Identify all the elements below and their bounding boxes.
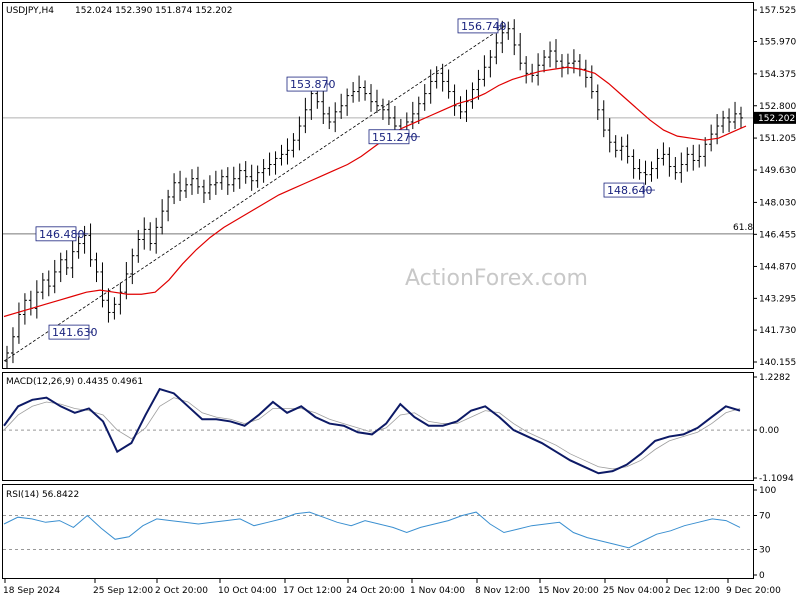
macd-plot: 1.2282 0.00 -1.1094 [3, 373, 794, 484]
macd-tick-label: 0.00 [759, 426, 779, 436]
fib-level-label: 61.8 [733, 223, 753, 233]
macd-title: MACD(12,26,9) 0.4435 0.4961 [6, 377, 143, 387]
macd-tick-label: -1.1094 [759, 474, 794, 484]
price-label-text: 151.270 [372, 131, 418, 144]
time-tick-label: 15 Nov 20:00 [538, 586, 599, 596]
price-tick-label: 152.800 [759, 102, 796, 112]
rsi-tick-label: 0 [759, 571, 765, 581]
price-tick-label: 154.375 [759, 70, 796, 80]
time-tick-label: 25 Nov 04:00 [603, 586, 664, 596]
price-labels: 156.740 153.870 151.270 148.640 146.480 141.6… [35, 18, 655, 340]
time-tick-label: 10 Oct 04:00 [218, 586, 277, 596]
macd-panel [2, 372, 754, 481]
price-axis: 157.525 155.970 154.375 152.800 151.205 149.6… [753, 6, 796, 368]
time-tick-label: 17 Oct 12:00 [283, 586, 342, 596]
price-label-text: 153.870 [290, 78, 336, 91]
price-label-text: 156.740 [461, 20, 507, 33]
ohlc-label: 152.024 152.390 151.874 152.202 [75, 6, 232, 16]
time-tick-label: 18 Sep 2024 [3, 586, 60, 596]
price-label-text: 146.480 [39, 228, 85, 241]
price-label-text: 148.640 [607, 184, 653, 197]
trendline [3, 25, 506, 362]
current-price-box [754, 111, 796, 124]
price-label-box [603, 182, 645, 198]
price-tick-label: 151.205 [759, 134, 796, 144]
macd-line [3, 387, 741, 475]
price-tick-label: 146.455 [759, 230, 796, 240]
macd-tick-label: 1.2282 [759, 373, 791, 383]
ma-line [3, 66, 747, 318]
time-tick-label: 2 Dec 12:00 [665, 586, 720, 596]
price-tick-label: 148.030 [759, 198, 796, 208]
price-label-box [35, 226, 77, 242]
rsi-tick-label: 70 [759, 512, 771, 522]
time-tick-label: 9 Dec 20:00 [726, 586, 781, 596]
rsi-title: RSI(14) 56.8422 [6, 490, 79, 500]
price-label-text: 141.630 [52, 326, 98, 339]
time-tick-label: 24 Oct 20:00 [346, 586, 405, 596]
rsi-panel [2, 484, 754, 579]
price-label-box [286, 76, 328, 92]
trendline-line [3, 25, 506, 362]
price-label-box [368, 129, 410, 145]
current-price-label: 152.202 [758, 114, 795, 124]
price-label-box [48, 324, 90, 340]
price-tick-label: 149.630 [759, 166, 796, 176]
price-tick-label: 155.970 [759, 38, 796, 48]
rsi-tick-label: 30 [759, 546, 771, 556]
time-tick-label: 8 Nov 12:00 [475, 586, 530, 596]
price-tick-label: 157.525 [759, 6, 796, 16]
symbol-label: USDJPY,H4 [6, 6, 54, 16]
candles [5, 19, 743, 369]
price-label-box [457, 18, 499, 34]
rsi-line [3, 511, 741, 549]
price-tick-label: 144.870 [759, 262, 796, 272]
time-tick-label: 1 Nov 04:00 [410, 586, 465, 596]
reference-lines: 61.8 [3, 117, 753, 235]
time-axis: 18 Sep 2024 25 Sep 12:00 2 Oct 20:00 10 Oct… [3, 579, 781, 596]
price-tick-label: 140.155 [759, 358, 796, 368]
price-tick-label: 143.295 [759, 294, 796, 304]
time-tick-label: 2 Oct 20:00 [155, 586, 208, 596]
watermark: ActionForex.com [405, 266, 588, 291]
price-tick-label: 141.730 [759, 326, 796, 336]
rsi-plot: 100 70 30 0 [3, 486, 776, 581]
time-tick-label: 25 Sep 12:00 [93, 586, 153, 596]
moving-average [3, 66, 747, 318]
rsi-tick-label: 100 [759, 486, 776, 496]
